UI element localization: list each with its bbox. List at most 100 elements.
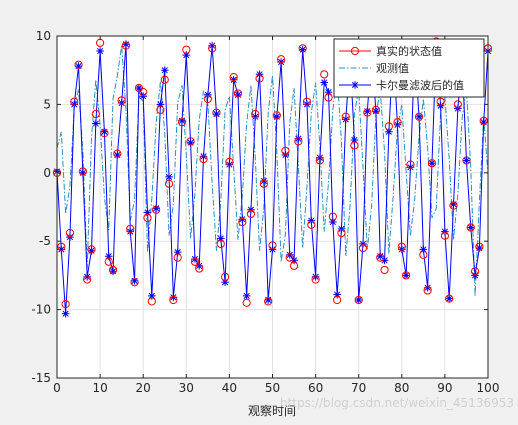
data-point-circle <box>384 122 393 131</box>
x-tick-label: 80 <box>394 381 409 395</box>
data-point-circle <box>164 179 174 188</box>
data-point-star <box>294 134 303 143</box>
data-point-circle <box>259 179 268 188</box>
y-tick-label: 10 <box>36 29 51 43</box>
data-point-circle <box>143 213 152 223</box>
data-point-circle <box>393 118 402 127</box>
data-point-star <box>419 245 428 254</box>
data-point-circle <box>190 257 200 266</box>
data-point-star <box>135 84 143 92</box>
data-point-star <box>393 121 402 129</box>
axes <box>56 35 489 379</box>
data-point-star <box>298 45 307 54</box>
data-point-circle <box>466 223 475 232</box>
watermark: https://blog.csdn.net/weixin_45136953 <box>280 396 514 410</box>
data-point-star <box>333 290 341 299</box>
x-axis-label: 观察时间 <box>248 404 296 418</box>
data-point-star <box>100 127 109 136</box>
data-point-star <box>441 227 449 236</box>
data-point-circle <box>242 298 251 307</box>
data-point-star <box>380 256 389 265</box>
data-point-star <box>311 272 320 281</box>
data-point-star <box>307 216 316 225</box>
y-tick-label: 5 <box>43 97 51 111</box>
data-point-star <box>475 244 484 252</box>
data-point-star <box>462 156 471 165</box>
data-point-star <box>156 100 165 109</box>
data-point-star <box>169 293 178 302</box>
data-point-star <box>454 104 462 113</box>
data-point-circle <box>251 109 260 119</box>
x-tick-label: 40 <box>222 381 237 395</box>
data-point-circle <box>91 109 100 119</box>
data-point-circle <box>423 286 432 295</box>
data-point-circle <box>449 201 458 210</box>
data-point-star <box>363 107 372 116</box>
data-point-circle <box>233 89 243 98</box>
data-point-star <box>104 252 113 261</box>
data-point-circle <box>414 112 424 121</box>
data-point-circle <box>268 241 277 250</box>
data-point-star <box>148 292 156 300</box>
data-point-star <box>122 40 130 49</box>
data-point-circle <box>246 209 256 218</box>
data-point-circle <box>328 212 337 221</box>
data-point-circle <box>363 108 372 117</box>
data-point-circle <box>177 118 187 127</box>
data-point-circle <box>402 271 411 280</box>
data-point-circle <box>427 159 437 168</box>
data-point-star <box>221 278 229 287</box>
data-point-circle <box>324 93 333 102</box>
data-point-circle <box>289 261 299 270</box>
data-point-circle <box>152 205 161 214</box>
data-point-circle <box>419 250 428 259</box>
data-point-star <box>143 208 152 217</box>
data-point-circle <box>100 129 109 138</box>
legend-label-1: 观测值 <box>376 62 409 75</box>
data-point-star <box>130 277 139 285</box>
data-point-star <box>354 296 363 304</box>
data-point-circle <box>78 167 87 176</box>
data-point-star <box>229 75 238 84</box>
data-point-star <box>204 91 212 99</box>
legend-label-2: 卡尔曼滤波后的值 <box>376 78 464 92</box>
data-point-circle <box>195 264 204 273</box>
data-point-star <box>428 159 436 168</box>
data-point-star <box>160 66 169 74</box>
data-point-circle <box>294 137 303 146</box>
data-point-star <box>449 200 458 209</box>
data-point-star <box>195 262 204 270</box>
data-point-circle <box>440 231 449 240</box>
data-point-star <box>109 267 117 276</box>
data-point-star <box>372 107 380 116</box>
data-point-circle <box>104 257 113 266</box>
data-point-star <box>216 234 225 243</box>
data-point-circle <box>83 275 92 284</box>
data-point-star <box>247 205 255 214</box>
data-point-circle <box>182 45 191 54</box>
data-point-circle <box>479 116 488 125</box>
data-point-circle <box>470 267 480 276</box>
data-point-circle <box>311 275 320 284</box>
data-point-circle <box>130 278 139 287</box>
data-point-star <box>415 112 423 121</box>
data-point-circle <box>238 217 247 227</box>
x-tick-label: 90 <box>437 381 452 395</box>
data-point-star <box>139 92 147 100</box>
data-point-circle <box>173 253 182 262</box>
data-point-star <box>61 309 70 318</box>
x-tick-label: 20 <box>136 381 151 395</box>
data-point-star <box>406 163 415 172</box>
data-point-star <box>277 58 285 66</box>
data-point-circle <box>208 44 217 53</box>
data-point-circle <box>186 137 195 146</box>
data-point-star <box>320 78 329 87</box>
data-point-circle <box>113 149 122 158</box>
data-point-star <box>341 115 350 124</box>
data-point-circle <box>380 265 389 275</box>
x-tick-label: 60 <box>308 381 323 395</box>
series-line-1 <box>56 45 489 296</box>
data-point-star <box>242 292 251 300</box>
data-point-circle <box>341 112 350 121</box>
